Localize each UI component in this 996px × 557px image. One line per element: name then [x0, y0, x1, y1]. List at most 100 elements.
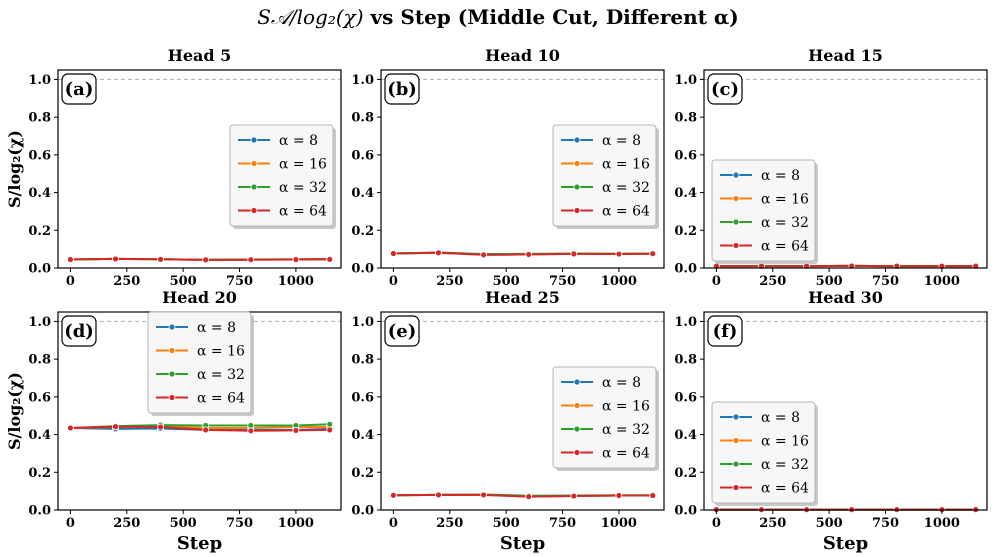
x-tick-label: 1000	[278, 274, 314, 289]
panel-tag-box	[707, 315, 743, 347]
legend-swatch-marker	[573, 378, 581, 386]
x-tick-label: 1000	[601, 516, 637, 531]
series-line	[70, 257, 330, 261]
y-tick-label: 0.6	[674, 148, 697, 163]
legend-swatch-marker	[732, 242, 740, 249]
panel-title: Head 5	[168, 46, 232, 65]
legend-box	[229, 124, 334, 227]
data-point	[435, 249, 442, 257]
panel-tag-box	[61, 315, 97, 347]
legend-item: α = 32	[720, 457, 809, 473]
panel-tag: (c)	[707, 73, 743, 105]
y-tick-label: 1.0	[674, 73, 697, 88]
data-point	[292, 256, 300, 263]
legend-swatch-marker	[573, 402, 581, 409]
legend-label: α = 64	[279, 204, 327, 220]
figure-title-math: S𝒜/log₂(χ)	[257, 5, 363, 29]
panel-title: Head 10	[485, 46, 560, 65]
legend-label: α = 8	[761, 410, 800, 426]
x-tick-label: 750	[226, 516, 253, 531]
data-point	[570, 492, 578, 500]
y-tick-label: 0.4	[674, 186, 697, 201]
panel-tag: (b)	[384, 73, 420, 105]
legend-label: α = 8	[602, 133, 641, 149]
legend-label: α = 64	[602, 204, 650, 220]
legend-item: α = 8	[561, 375, 641, 391]
legend-swatch-marker	[250, 136, 258, 144]
legend-item: α = 8	[156, 320, 236, 336]
legend-item: α = 16	[156, 344, 245, 360]
legend-label: α = 64	[197, 391, 245, 407]
legend-item: α = 8	[561, 133, 641, 149]
legend-box	[711, 159, 816, 262]
y-tick-label: 0.6	[351, 390, 374, 405]
x-tick-label: 750	[549, 516, 576, 531]
panel-tag: (a)	[61, 73, 97, 105]
legend: α = 8 α = 16 α = 32 α = 64	[711, 401, 818, 506]
legend-item: α = 8	[720, 410, 800, 426]
x-tick-label: 250	[759, 516, 786, 531]
legend-swatch-marker	[168, 394, 176, 401]
legend-box	[711, 401, 816, 504]
legend: α = 8 α = 16 α = 32 α = 64	[552, 124, 659, 229]
y-tick-label: 1.0	[28, 73, 51, 88]
x-tick-label: 250	[759, 274, 786, 289]
y-tick-label: 0.4	[351, 428, 374, 443]
y-tick-label: 0.4	[351, 186, 374, 201]
y-tick-label: 0.6	[674, 390, 697, 405]
legend-label: α = 16	[761, 434, 809, 450]
x-axis-label: Step	[177, 533, 222, 554]
y-tick-label: 0.0	[674, 262, 697, 277]
x-tick-label: 500	[493, 274, 520, 289]
panel-5: Head 25 0.0 0.2 0.4 0.6 0.8 1.0 0 250 500 750 1000 S…	[351, 288, 665, 554]
legend-item: α = 16	[561, 157, 650, 173]
panel-tag-box	[384, 73, 420, 105]
panel-2: Head 10 0.0 0.2 0.4 0.6 0.8 1.0 0 250 500 750 1000 (…	[351, 46, 665, 289]
y-tick-label: 0.2	[28, 224, 51, 239]
legend-label: α = 32	[279, 180, 327, 196]
y-tick-label: 0.4	[28, 428, 51, 443]
legend-label: α = 64	[761, 481, 809, 497]
panel-tag-label: (c)	[711, 79, 739, 100]
legend-swatch-marker	[732, 437, 740, 444]
legend-swatch-marker	[250, 207, 258, 214]
panel-title: Head 20	[162, 288, 237, 307]
legend-label: α = 32	[602, 180, 650, 196]
legend-label: α = 8	[761, 168, 800, 184]
x-tick-label: 0	[66, 274, 75, 289]
panel-3: Head 15 0.0 0.2 0.4 0.6 0.8 1.0 0 250 500 750 1000 (…	[674, 46, 988, 289]
data-point	[247, 427, 255, 435]
x-tick-label: 250	[113, 516, 140, 531]
legend-swatch-marker	[573, 183, 581, 191]
legend-item: α = 32	[720, 215, 809, 231]
legend-label: α = 32	[197, 367, 245, 383]
legend-swatch-marker	[573, 425, 581, 433]
legend-item: α = 32	[561, 422, 650, 438]
legend-label: α = 8	[602, 375, 641, 391]
panel-4: Head 20 0.0 0.2 0.4 0.6 0.8 1.0 0 250 500 750 1000 S…	[5, 288, 342, 554]
legend-item: α = 64	[156, 391, 245, 407]
legend-swatch-marker	[573, 136, 581, 144]
axes-frame	[703, 69, 988, 269]
data-point	[649, 250, 657, 258]
y-tick-label: 0.0	[674, 504, 697, 519]
data-point	[326, 426, 334, 434]
data-point	[480, 491, 488, 499]
legend-swatch-marker	[573, 449, 581, 456]
y-tick-label: 1.0	[28, 315, 51, 330]
x-tick-label: 1000	[601, 274, 637, 289]
legend-box	[552, 124, 657, 227]
data-point	[292, 427, 300, 434]
legend-box	[147, 311, 252, 414]
y-tick-label: 0.2	[351, 466, 374, 481]
legend-swatch-marker	[168, 370, 176, 378]
axes-frame	[380, 311, 665, 511]
x-tick-label: 0	[66, 516, 75, 531]
legend: α = 8 α = 16 α = 32 α = 64	[147, 311, 254, 416]
y-tick-label: 0.8	[351, 353, 374, 368]
legend-item: α = 16	[720, 434, 809, 450]
legend-swatch-marker	[732, 484, 740, 491]
legend-swatch-marker	[573, 207, 581, 214]
legend-item: α = 32	[561, 180, 650, 196]
